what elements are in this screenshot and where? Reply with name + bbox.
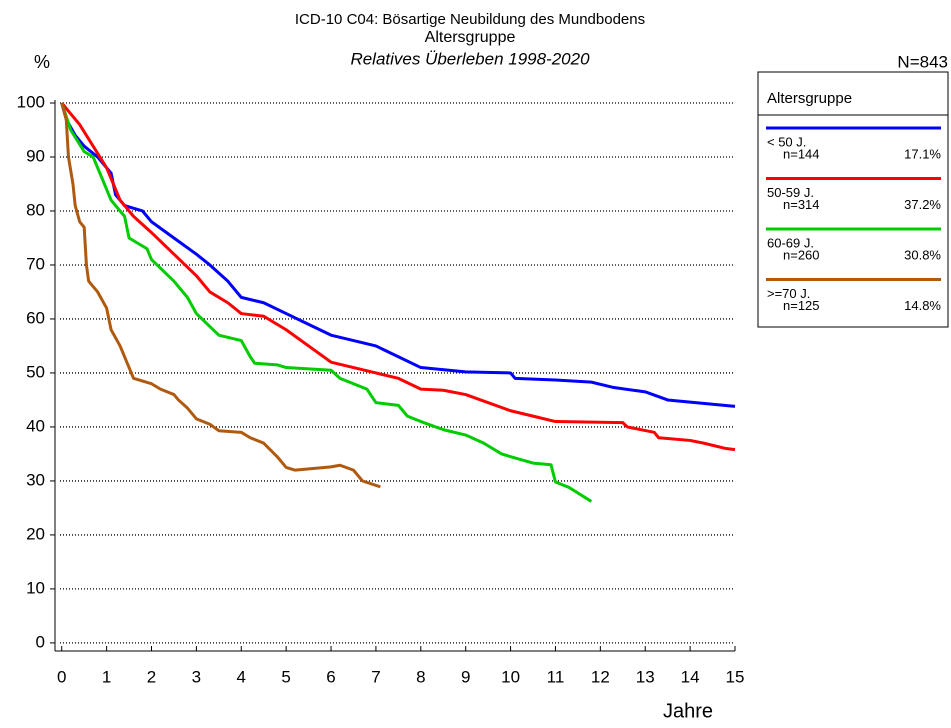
y-tick-label: 80 [26,200,45,219]
x-tick-label: 13 [636,667,655,686]
legend-count: n=125 [783,298,820,313]
legend-count: n=314 [783,197,820,212]
x-tick-label: 8 [416,667,425,686]
legend-share: 17.1% [904,146,941,161]
x-tick-label: 12 [591,667,610,686]
x-tick-label: 2 [147,667,156,686]
survival-curve [60,102,593,503]
x-tick-label: 1 [102,667,111,686]
x-tick-label: 10 [501,667,520,686]
y-tick-label: 20 [26,524,45,543]
legend-label: < 50 J. [767,134,806,149]
x-tick-label: 9 [461,667,470,686]
y-tick-label: 10 [26,578,45,597]
survival-curve [60,102,736,408]
legend-title: Altersgruppe [767,90,852,107]
x-tick-label: 6 [326,667,335,686]
x-tick-label: 14 [681,667,700,686]
y-tick-label: 60 [26,308,45,327]
chart-title: ICD-10 C04: Bösartige Neubildung des Mun… [295,11,645,28]
y-axis-label: % [34,52,50,72]
x-tick-label: 0 [57,667,66,686]
y-tick-label: 100 [17,92,45,111]
legend-count: n=144 [783,146,820,161]
chart-subtitle: Relatives Überleben 1998-2020 [350,49,590,68]
legend-label: 50-59 J. [767,185,814,200]
survival-curve [60,102,736,452]
legend-label: >=70 J. [767,286,810,301]
y-tick-label: 0 [36,632,45,651]
legend-share: 14.8% [904,298,941,313]
y-tick-label: 50 [26,362,45,381]
y-tick-label: 70 [26,254,45,273]
x-axis-label: Jahre [663,700,713,722]
chart-subtitle: Altersgruppe [425,29,516,46]
legend-share: 30.8% [904,247,941,262]
survival-curve [60,102,381,489]
legend-count: n=260 [783,247,820,262]
x-tick-label: 4 [237,667,246,686]
x-tick-label: 3 [192,667,201,686]
x-tick-label: 7 [371,667,380,686]
x-tick-label: 11 [547,667,565,686]
y-tick-label: 90 [26,146,45,165]
x-tick-label: 15 [726,667,745,686]
legend-share: 37.2% [904,197,941,212]
legend-label: 60-69 J. [767,235,814,250]
total-label: N=843 [897,52,948,71]
x-tick-label: 5 [281,667,290,686]
y-tick-label: 30 [26,470,45,489]
y-tick-label: 40 [26,416,45,435]
